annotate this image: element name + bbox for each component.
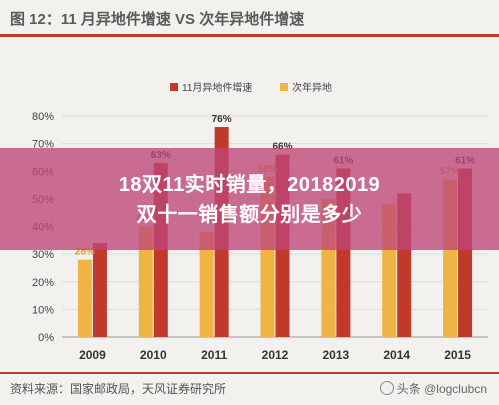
figure-title: 图 12：11 月异地件增速 VS 次年异地件增速 (10, 11, 305, 28)
x-tick-label: 2015 (444, 348, 471, 362)
x-tick-label: 2013 (323, 348, 350, 362)
watermark: 头条 @logclubcn (379, 380, 487, 397)
legend-swatch (170, 83, 178, 91)
overlay-line-1: 18双11实时销量，20182019 (118, 174, 381, 196)
legend-label: 次年异地 (292, 81, 332, 94)
y-tick-label: 0% (38, 332, 54, 344)
title-overlay-banner: 18双11实时销量，20182019 双十一销售额分别是多少 (0, 148, 499, 250)
legend-swatch (280, 83, 288, 91)
watermark-text: 头条 @logclubcn (396, 382, 487, 396)
x-axis: 2009 2010 2011 2012 2013 2014 2015 (79, 348, 471, 362)
watermark-icon (379, 381, 394, 395)
y-tick-label: 20% (32, 277, 54, 289)
y-tick-label: 10% (32, 304, 54, 316)
title-divider (0, 34, 499, 37)
x-tick-label: 2014 (383, 348, 410, 362)
bar-next-year (199, 232, 214, 337)
x-tick-label: 2009 (79, 348, 106, 362)
x-tick-label: 2012 (262, 348, 289, 362)
overlay-line-2: 双十一销售额分别是多少 (136, 204, 363, 226)
source-note: 资料来源：国家邮政局，天风证券研究所 (10, 382, 227, 396)
y-tick-label: 70% (32, 139, 54, 151)
bar-nov (92, 243, 107, 337)
legend: 11月异地件增速 次年异地 (170, 81, 332, 94)
y-tick-label: 80% (32, 111, 54, 123)
data-label: 66% (272, 142, 292, 153)
footer-divider (0, 372, 499, 374)
bar-next-year (77, 259, 92, 337)
x-tick-label: 2010 (140, 348, 167, 362)
legend-label: 11月异地件增速 (182, 81, 252, 94)
x-tick-label: 2011 (201, 348, 227, 362)
y-tick-label: 30% (32, 249, 54, 261)
data-label: 76% (212, 114, 232, 125)
data-label: 28% (75, 247, 95, 258)
bar-next-year (138, 226, 153, 337)
